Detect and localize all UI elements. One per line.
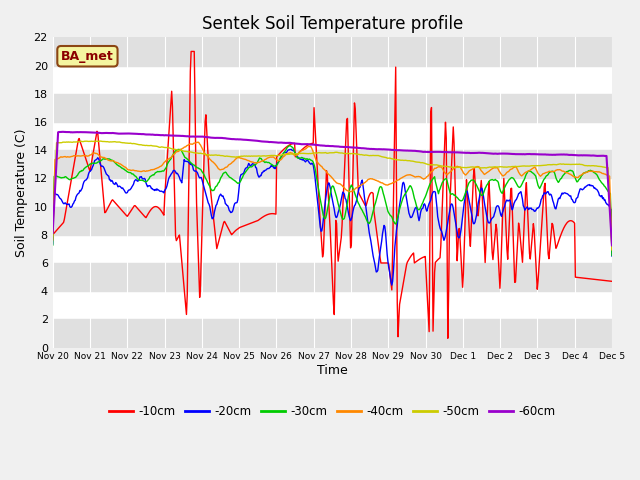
Bar bbox=[52, 206, 612, 235]
Bar bbox=[52, 37, 612, 66]
Title: Sentek Soil Temperature profile: Sentek Soil Temperature profile bbox=[202, 15, 463, 33]
Bar bbox=[52, 319, 612, 348]
Legend: -10cm, -20cm, -30cm, -40cm, -50cm, -60cm: -10cm, -20cm, -30cm, -40cm, -50cm, -60cm bbox=[104, 400, 561, 422]
Text: BA_met: BA_met bbox=[61, 50, 114, 63]
Bar bbox=[52, 263, 612, 291]
Bar bbox=[52, 94, 612, 122]
X-axis label: Time: Time bbox=[317, 364, 348, 377]
Bar bbox=[52, 150, 612, 179]
Y-axis label: Soil Temperature (C): Soil Temperature (C) bbox=[15, 128, 28, 257]
